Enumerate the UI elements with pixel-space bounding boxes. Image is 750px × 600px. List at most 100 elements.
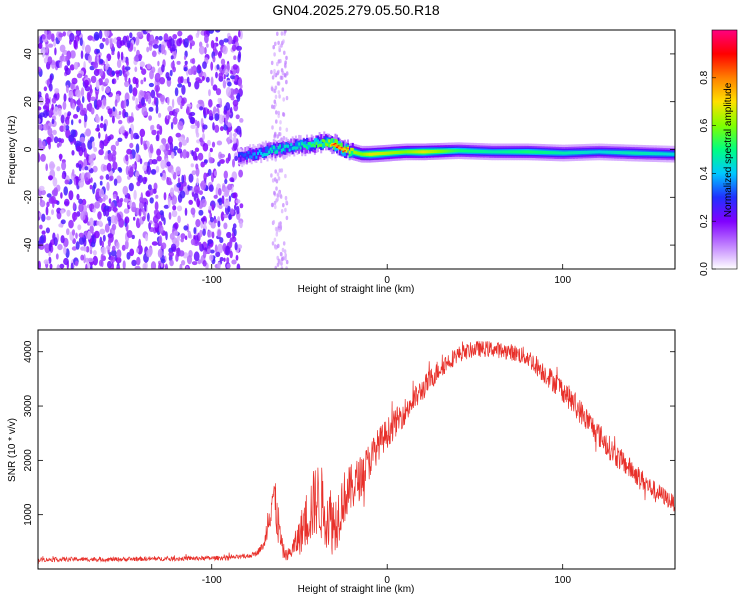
y-tick-label: 3000	[23, 394, 34, 417]
heatmap-cell	[449, 149, 452, 153]
heatmap-cell	[565, 151, 567, 155]
heatmap-cell	[52, 129, 57, 136]
heatmap-cell	[427, 150, 430, 154]
heatmap-cell	[183, 225, 189, 231]
x-tick-label: -100	[202, 575, 222, 586]
heatmap-cell	[560, 151, 563, 155]
heatmap-cell	[284, 207, 287, 213]
heatmap-cell	[351, 147, 354, 151]
heatmap-cell	[211, 231, 215, 239]
heatmap-cell	[290, 145, 293, 151]
heatmap-cell	[46, 193, 52, 198]
heatmap-cell	[58, 32, 64, 38]
heatmap-cell	[114, 70, 121, 75]
heatmap-cell	[206, 43, 209, 48]
heatmap-cell	[91, 141, 95, 149]
heatmap-cell	[271, 149, 274, 153]
heatmap-cell	[177, 177, 181, 185]
heatmap-cell	[656, 152, 659, 156]
heatmap-cell	[169, 259, 174, 267]
heatmap-cell	[205, 185, 209, 191]
heatmap-cell	[78, 180, 85, 188]
heatmap-cell	[51, 118, 55, 125]
heatmap-cell	[628, 151, 631, 155]
heatmap-cell	[190, 163, 194, 168]
heatmap-cell	[93, 61, 99, 69]
heatmap-cell	[435, 149, 438, 153]
heatmap-cell	[112, 106, 116, 112]
heatmap-cell	[154, 221, 159, 228]
heatmap-cell	[235, 254, 239, 261]
heatmap-cell	[273, 88, 277, 94]
heatmap-cell	[168, 212, 172, 220]
heatmap-cell	[71, 119, 74, 126]
heatmap-cell	[173, 222, 179, 230]
heatmap-cell	[380, 152, 383, 156]
heatmap-cell	[244, 153, 247, 157]
heatmap-cell	[119, 197, 124, 203]
heatmap-cell	[337, 145, 340, 147]
heatmap-cell	[176, 182, 181, 188]
heatmap-cell	[167, 96, 170, 106]
heatmap-cell	[46, 216, 51, 221]
heatmap-cell	[72, 114, 79, 119]
heatmap-cell	[340, 142, 343, 149]
heatmap-cell	[179, 250, 185, 257]
heatmap-cell	[41, 230, 46, 235]
heatmap-cell	[284, 64, 287, 69]
heatmap-cell	[145, 233, 149, 242]
heatmap-cell	[239, 203, 244, 209]
heatmap-cell	[136, 247, 140, 254]
heatmap-cell	[231, 259, 237, 265]
heatmap-cell	[102, 37, 106, 42]
heatmap-cell	[95, 115, 100, 123]
heatmap-cell	[98, 30, 103, 40]
heatmap-cell	[88, 165, 91, 170]
heatmap-cell	[90, 96, 96, 102]
y-tick-label: 2000	[23, 449, 34, 472]
heatmap-cell	[156, 123, 161, 130]
heatmap-cell	[65, 67, 71, 76]
heatmap-cell	[219, 39, 224, 46]
heatmap-cell	[414, 150, 417, 154]
heatmap-cell	[158, 235, 163, 245]
heatmap-cell	[232, 88, 239, 95]
snr-y-label: SNR (10 * v/v)	[7, 418, 18, 482]
heatmap-cell	[194, 147, 200, 153]
heatmap-cell	[59, 209, 65, 214]
heatmap-cell	[226, 257, 230, 264]
heatmap-cell	[422, 150, 425, 154]
heatmap-cell	[48, 83, 53, 92]
heatmap-cell	[591, 150, 594, 154]
heatmap-cell	[128, 182, 134, 192]
heatmap-cell	[271, 178, 275, 183]
heatmap-cell	[111, 51, 115, 56]
heatmap-cell	[271, 104, 274, 109]
heatmap-cell	[337, 145, 340, 149]
heatmap-cell	[253, 154, 256, 161]
heatmap-cell	[166, 180, 173, 186]
heatmap-cell	[290, 142, 293, 146]
heatmap-cell	[38, 106, 42, 111]
heatmap-cell	[639, 151, 642, 155]
heatmap-cell	[195, 132, 200, 138]
heatmap-cell	[46, 201, 50, 208]
heatmap-cell	[277, 81, 281, 86]
snr-plot-area	[38, 330, 675, 569]
heatmap-cell	[118, 119, 123, 125]
heatmap-cell	[218, 50, 222, 59]
heatmap-cell	[225, 157, 230, 164]
heatmap-cell	[115, 241, 120, 250]
heatmap-cell	[275, 119, 278, 124]
heatmap-cell	[135, 152, 139, 162]
heatmap-cell	[191, 57, 196, 65]
colorbar-frame	[711, 29, 738, 270]
heatmap-cell	[104, 64, 109, 71]
heatmap-cell	[171, 98, 175, 109]
heatmap-cell	[612, 150, 615, 154]
heatmap-cell	[318, 143, 321, 147]
heatmap-cell	[296, 140, 299, 147]
heatmap-cell	[232, 223, 237, 229]
heatmap-cell	[437, 149, 439, 153]
heatmap-cell	[223, 213, 229, 219]
